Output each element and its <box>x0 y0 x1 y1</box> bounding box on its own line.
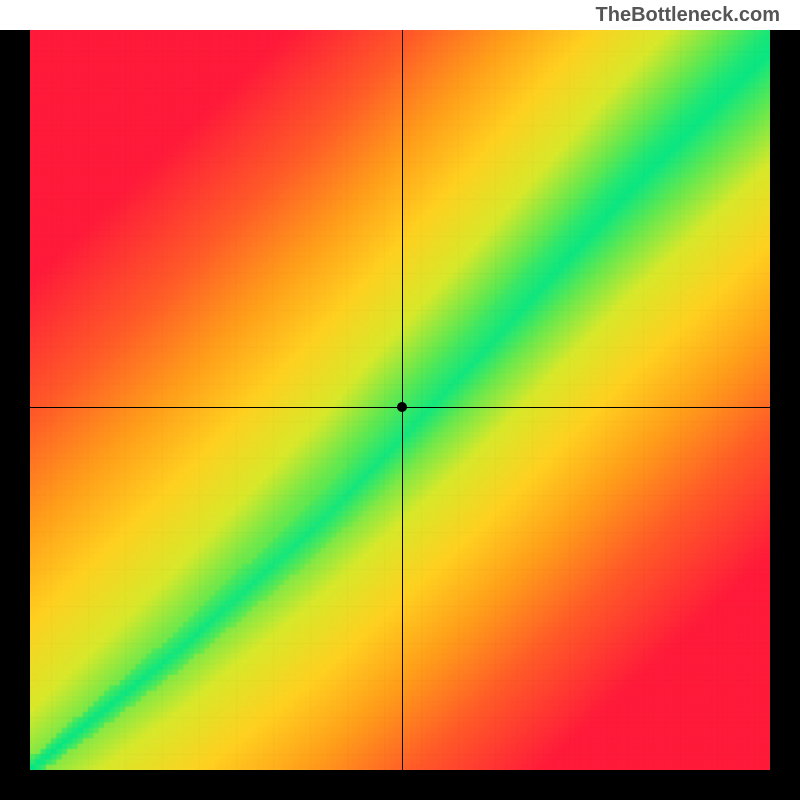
crosshair-vertical <box>402 30 403 770</box>
chart-outer-frame <box>0 30 800 800</box>
watermark-text: TheBottleneck.com <box>596 4 780 27</box>
heatmap-plot <box>30 30 770 770</box>
crosshair-marker <box>397 402 407 412</box>
heatmap-canvas <box>30 30 770 770</box>
